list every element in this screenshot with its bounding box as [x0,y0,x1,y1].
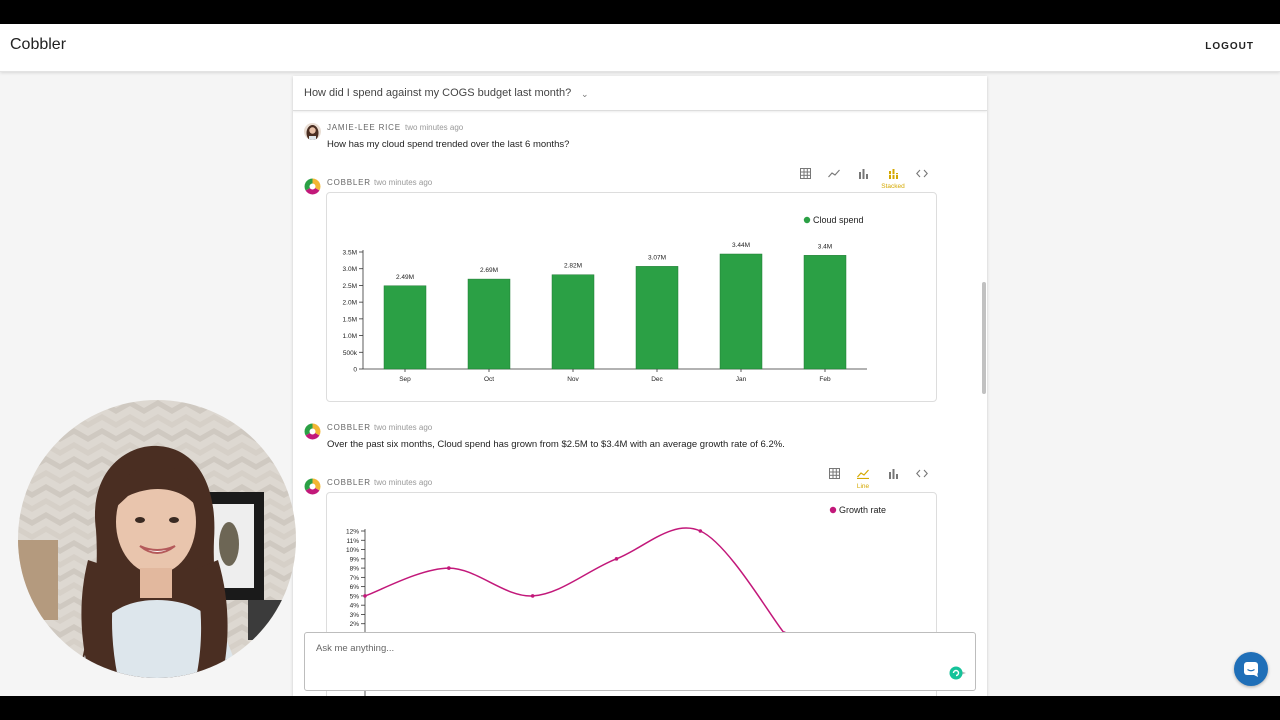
table-icon[interactable] [797,168,813,186]
data-point [363,594,367,598]
bar-data-label: 2.69M [480,267,498,274]
table-icon[interactable] [826,468,842,486]
user-avatar [304,123,321,140]
y-tick-label: 0 [353,367,357,374]
chevron-down-icon: ⌄ [581,89,589,99]
message-author: COBBLER [327,178,371,187]
x-tick-label: Sep [399,376,411,383]
y-tick-label: 2% [350,621,360,628]
y-tick-label: 1.0M [343,333,357,340]
question-dropdown[interactable]: How did I spend against my COGS budget l… [293,76,987,111]
code-icon[interactable] [914,168,930,186]
scrollbar-thumb[interactable] [982,282,986,394]
toolbar-active-label: Line [856,483,870,490]
line-chart-icon[interactable] [855,468,871,486]
message-time: two minutes ago [374,423,433,432]
data-point [698,529,703,533]
logout-button[interactable]: LOGOUT [1205,41,1254,52]
y-tick-label: 7% [350,575,360,582]
line-chart-icon[interactable] [826,168,842,186]
letterbox-top [0,0,1280,24]
y-tick-label: 10% [346,547,359,554]
bar [467,278,511,370]
cobbler-logo-icon [304,478,321,495]
message-author: COBBLER [327,423,371,432]
bar-data-label: 3.44M [732,242,750,249]
data-point [447,566,451,570]
message-text: Over the past six months, Cloud spend ha… [327,439,785,450]
message-author: COBBLER [327,478,371,487]
presenter-webcam [18,400,296,678]
y-tick-label: 8% [350,566,360,573]
chat-input-box[interactable] [304,632,976,691]
y-tick-label: 6% [350,584,360,591]
send-icon [949,666,966,680]
y-tick-label: 4% [350,603,360,610]
bar [551,274,595,370]
ask-input[interactable] [316,643,916,654]
letterbox-bottom [0,696,1280,720]
legend-swatch [803,216,811,224]
bar-chart-icon[interactable] [885,468,901,486]
app-window: Cobbler LOGOUT How did I spend against m… [0,24,1280,696]
legend-label: Cloud spend [813,215,864,225]
message-time: two minutes ago [374,178,433,187]
y-tick-label: 3% [350,612,360,619]
bar-data-label: 2.49M [396,274,414,281]
message-author: JAMIE-LEE RICE [327,123,401,132]
bar [383,285,427,370]
bar-data-label: 3.07M [648,254,666,261]
message-time: two minutes ago [405,123,464,132]
bar-chart-icon[interactable] [855,168,871,186]
question-text: How did I spend against my COGS budget l… [304,87,572,99]
x-tick-label: Dec [651,376,663,383]
chat-bubble-icon [1244,662,1258,677]
line-chart: 2% 3% 4% 5% 6% 7% 8% 9% 10% 11% 12% Growth rate [346,505,886,696]
y-tick-label: 2.0M [343,300,357,307]
cobbler-logo-icon [304,423,321,440]
bar [719,253,763,370]
conversation-panel: How did I spend against my COGS budget l… [293,76,987,696]
legend-swatch [829,506,837,514]
data-point [530,594,535,598]
y-tick-label: 9% [350,556,360,563]
y-tick-label: 11% [346,538,359,545]
bar-data-label: 3.4M [818,243,832,250]
y-tick-label: 1.5M [343,316,357,323]
series-line [364,527,785,634]
y-tick-label: 2.5M [343,283,357,290]
cobbler-logo-icon [304,178,321,195]
bar [635,266,679,370]
y-tick-label: 3.5M [343,250,357,257]
stacked-bar-icon[interactable] [885,168,901,186]
y-tick-label: 3.0M [343,266,357,273]
app-title: Cobbler [10,36,67,53]
bar [803,255,847,370]
legend-label: Growth rate [839,505,886,515]
chat-support-button[interactable] [1234,652,1268,686]
send-button[interactable] [949,665,966,680]
x-tick-label: Feb [819,376,831,383]
message-text: How has my cloud spend trended over the … [327,139,570,150]
y-tick-label: 500k [343,350,358,357]
bar-chart-card: 0 500k 1.0M 1.5M 2.0M 2.5M 3.0M 3.5M 2.49M Sep 2.6… [326,192,937,402]
y-tick-label: 12% [346,529,359,536]
message-time: two minutes ago [374,478,433,487]
bar-chart: 0 500k 1.0M 1.5M 2.0M 2.5M 3.0M 3.5M 2.49M Sep 2.6… [343,215,867,383]
y-tick-label: 5% [350,593,360,600]
code-icon[interactable] [914,468,930,486]
x-tick-label: Nov [567,376,579,383]
toolbar-active-label: Stacked [881,183,905,190]
x-tick-label: Jan [736,376,747,383]
app-bar: Cobbler LOGOUT [0,24,1280,72]
bar-data-label: 2.82M [564,263,582,270]
data-point [614,557,619,561]
x-tick-label: Oct [484,376,494,383]
